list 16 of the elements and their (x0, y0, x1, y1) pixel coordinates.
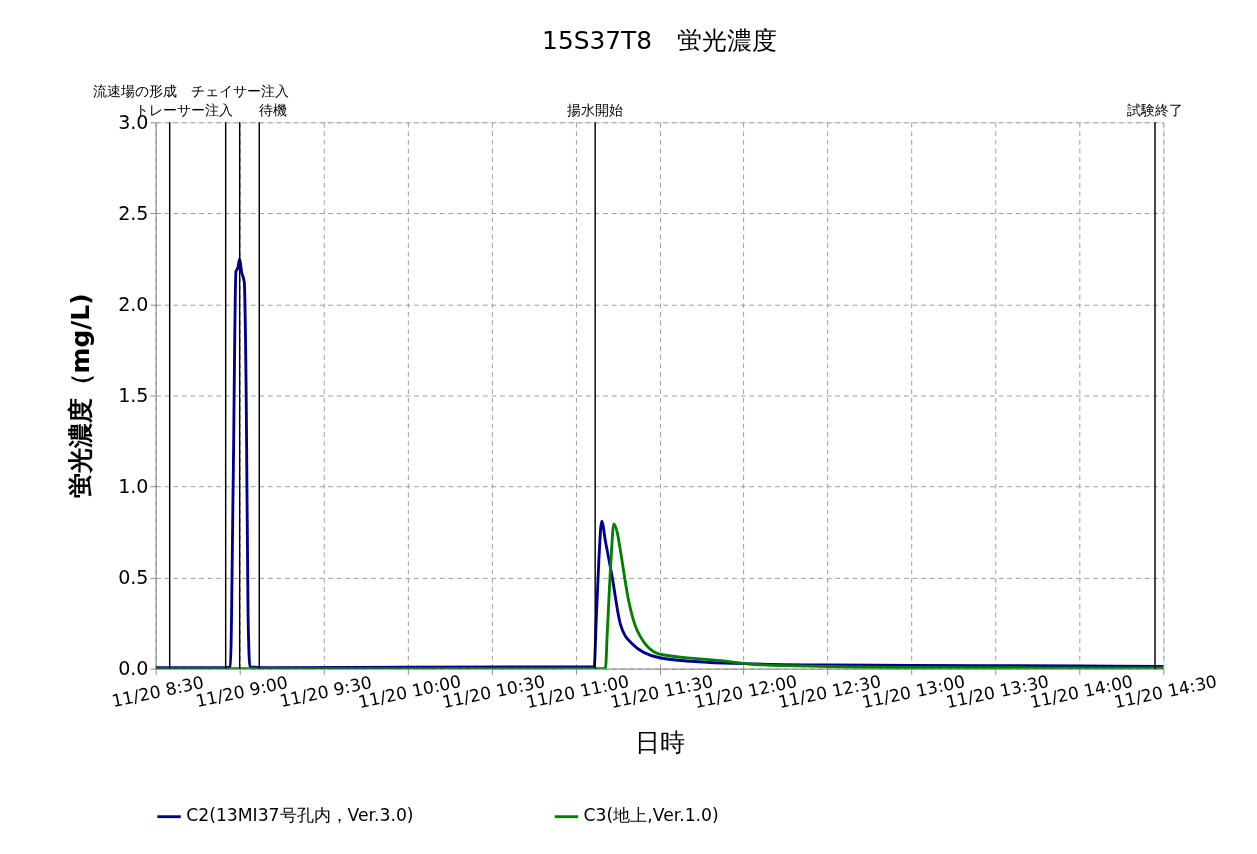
y-tick-label: 2.5 (118, 201, 149, 225)
y-tick-label: 1.0 (118, 474, 149, 498)
y-tick-label: 0.5 (118, 565, 149, 589)
ref-line-label: チェイサー注入 (190, 82, 289, 99)
y-axis-title: 蛍光濃度（mg/L) (66, 293, 96, 499)
y-tick-label: 2.0 (118, 292, 149, 316)
y-tick-label: 1.5 (118, 383, 149, 407)
ref-line-label: 揚水開始 (567, 101, 624, 118)
ref-line-label: 待機 (259, 101, 288, 118)
ref-line-label: 試験終了 (1127, 101, 1183, 118)
legend-label: C3(地上,Ver.1.0) (583, 805, 719, 826)
x-axis-title: 日時 (635, 728, 686, 758)
ref-line-label: 流速場の形成 (93, 82, 178, 99)
y-tick-label: 0.0 (118, 656, 149, 680)
chart-title: 15S37T8 蛍光濃度 (542, 25, 777, 55)
legend-label: C2(13MI37号孔内，Ver.3.0) (186, 805, 414, 826)
